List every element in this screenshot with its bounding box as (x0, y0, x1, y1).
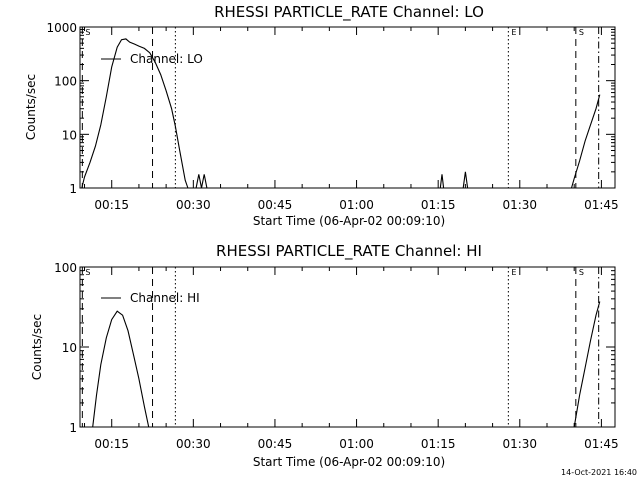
plot-frame (79, 26, 616, 189)
event-marker-label: S (579, 28, 584, 37)
footer-timestamp: 14-Oct-2021 16:40 (561, 468, 637, 477)
y-tick-label: 100 (54, 261, 77, 275)
x-tick-label: 00:45 (258, 198, 293, 212)
x-tick-label: 01:15 (421, 437, 456, 451)
x-axis-label: Start Time (06-Apr-02 00:09:10) (253, 455, 445, 469)
series-line (570, 94, 601, 189)
y-axis-label: Counts/sec (24, 74, 38, 140)
x-tick-label: 00:15 (94, 198, 129, 212)
series-line (439, 174, 445, 189)
y-tick-label: 1000 (46, 21, 77, 35)
x-tick-label: 01:45 (584, 437, 619, 451)
legend-label: Channel: HI (130, 291, 200, 305)
x-tick-label: 00:30 (176, 437, 211, 451)
x-tick-label: 00:45 (258, 437, 293, 451)
x-tick-label: 01:45 (584, 198, 619, 212)
y-tick-label: 1 (69, 182, 77, 196)
y-tick-label: 10 (62, 341, 77, 355)
series-line (462, 171, 469, 189)
x-tick-label: 01:30 (502, 437, 537, 451)
x-tick-label: 00:15 (94, 437, 129, 451)
y-axis-label: Counts/sec (30, 314, 44, 380)
chart-title: RHESSI PARTICLE_RATE Channel: LO (214, 3, 484, 22)
x-tick-label: 01:00 (339, 437, 374, 451)
panel-lo: RHESSI PARTICLE_RATE Channel: LO Start T… (24, 3, 619, 228)
series-line (195, 174, 208, 189)
y-tick-label: 100 (54, 75, 77, 89)
panel-hi: RHESSI PARTICLE_RATE Channel: HI Start T… (30, 242, 619, 469)
legend-label: Channel: LO (130, 52, 203, 66)
x-tick-label: 01:15 (421, 198, 456, 212)
event-marker-label: S (85, 28, 90, 37)
x-axis-label: Start Time (06-Apr-02 00:09:10) (253, 214, 445, 228)
y-tick-label: 10 (62, 128, 77, 142)
series-line (81, 38, 189, 189)
event-marker-label: E (511, 28, 516, 37)
x-tick-label: 00:30 (176, 198, 211, 212)
chart-title: RHESSI PARTICLE_RATE Channel: HI (216, 242, 482, 261)
x-tick-label: 01:30 (502, 198, 537, 212)
x-tick-label: 01:00 (339, 198, 374, 212)
series-line (573, 301, 601, 428)
event-marker-label: S (579, 268, 584, 277)
series-line (92, 310, 150, 428)
event-marker-label: S (85, 268, 90, 277)
y-tick-label: 1 (69, 421, 77, 435)
event-marker-label: E (511, 268, 516, 277)
